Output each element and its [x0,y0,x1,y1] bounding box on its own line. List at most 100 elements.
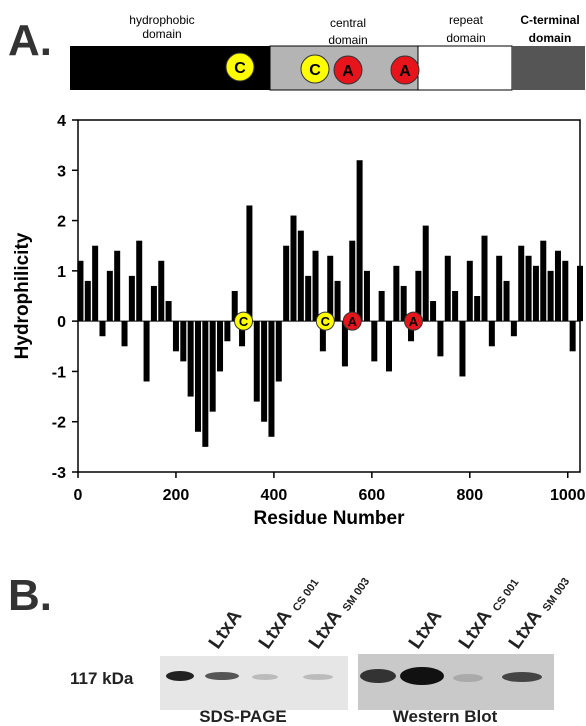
marker-label: C [309,62,321,79]
x-tick-label: 600 [359,487,386,504]
gel-caption: Western Blot [393,707,498,726]
bar [253,321,260,402]
bar [408,321,415,342]
marker-label: C [234,60,246,77]
domain-label: repeat [449,13,484,27]
gel-band [303,674,333,680]
bar [327,255,334,322]
plot: -3 -2 -1 0 1 2 3 4 0 200 400 600 800 1000 Residue Numb… [12,113,586,529]
bar [114,250,121,322]
gel-band [453,674,483,682]
bar [503,280,510,322]
lane-label: LtxA [455,606,497,653]
bar [496,255,503,322]
lane-strain: CS 001 [291,577,322,614]
y-tick-label: 4 [57,113,66,130]
bar [305,275,312,322]
bar [194,321,201,432]
bar [371,321,378,362]
x-tick-label: 200 [163,487,190,504]
bar [525,255,532,322]
bar [547,270,554,322]
bar [202,321,209,447]
bar [466,260,473,322]
bar [569,321,576,352]
domain-label: hydrophobic [129,13,194,27]
gel-band [400,667,444,685]
bar [268,321,275,437]
bar [474,296,481,322]
domain-box [417,45,513,91]
bar [481,235,488,322]
residue-marker [342,311,362,331]
lane-label: LtxA [255,606,297,653]
bar [290,215,297,322]
bar [312,250,319,322]
residue-marker [403,311,423,331]
bar [92,245,99,322]
lane-label: LtxA [405,606,447,653]
bar [209,321,216,412]
bar [121,321,128,347]
domain-label: domain [529,31,572,45]
gel-band [502,672,542,682]
gel-band [252,674,278,680]
y-tick-label: 2 [57,214,66,231]
bar [430,301,437,322]
gel-image [358,654,554,710]
y-tick-label: 3 [57,163,66,180]
domain-label: domain [328,33,367,47]
lane-label: LtxA [205,606,247,653]
bar [378,290,385,322]
y-tick-label: -3 [52,465,66,482]
gel-band [166,671,194,681]
bar [158,260,165,322]
bar [385,321,392,372]
bar [488,321,495,347]
panel-label: A. [8,16,52,65]
bar [510,321,517,337]
bar [99,321,106,337]
domain-label: C-terminal [520,13,579,27]
x-axis-label: Residue Number [254,508,406,529]
bar [400,285,407,322]
x-tick-label: 400 [261,487,288,504]
bar [334,280,341,322]
bar [452,290,459,322]
lane-label: LtxA [505,606,547,653]
bar [128,275,135,322]
bar [363,270,370,322]
gel-band [360,669,396,683]
bar [187,321,194,397]
bar [172,321,179,352]
bar [518,245,525,322]
domain-marker [390,55,420,85]
gel-caption: SDS-PAGE [199,707,287,726]
y-tick-label: 1 [57,264,66,281]
domain-marker [333,55,363,85]
y-tick-label: -1 [52,364,66,381]
domain-label: domain [446,31,485,45]
gel-image [160,656,348,710]
y-tick-label: -2 [52,415,66,432]
y-axis-label: Hydrophilicity [12,232,33,359]
bar [283,245,290,322]
bar [106,270,113,322]
bar [562,260,569,322]
bar [459,321,466,377]
bar [356,160,363,322]
bar [532,265,539,322]
bar [297,230,304,322]
bar [261,321,268,422]
lane-strain: SM 003 [541,576,573,614]
bar [246,205,253,322]
lane-strain: SM 003 [341,576,373,614]
residue-marker-label: A [409,314,419,329]
bar [231,290,238,322]
bar [180,321,187,362]
bar [415,270,422,322]
lane-label: LtxA [305,606,347,653]
bar [437,321,444,357]
bar [393,265,400,322]
residue-marker [315,311,335,331]
